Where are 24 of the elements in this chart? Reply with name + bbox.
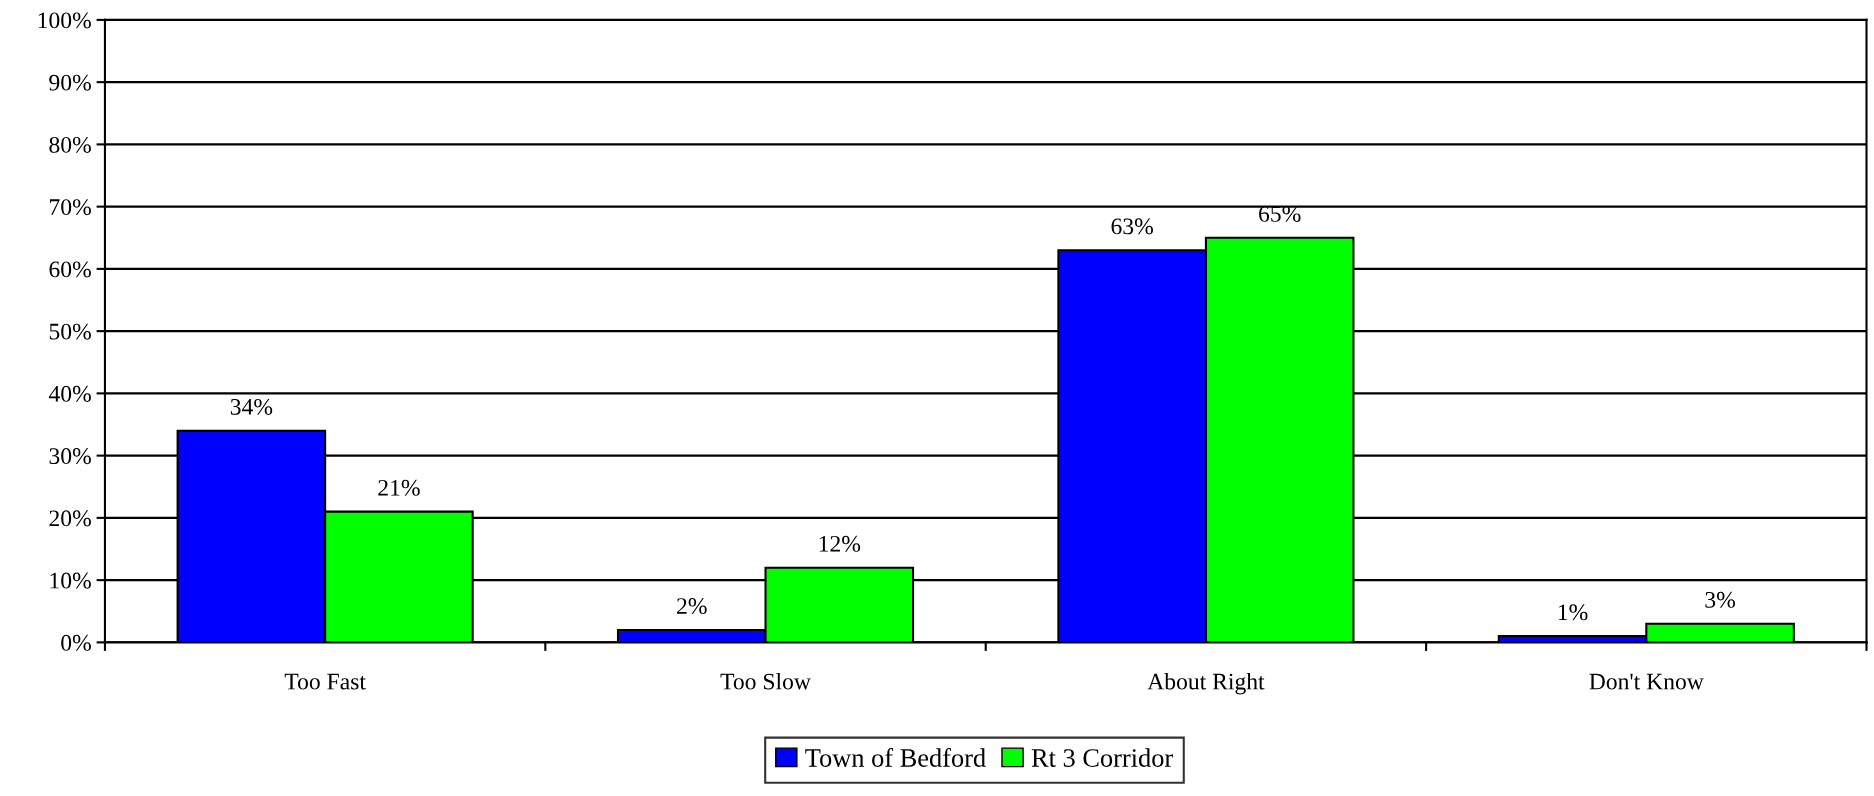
- data-label: 12%: [819, 535, 861, 552]
- data-label: 2%: [677, 598, 707, 615]
- data-label: 34%: [230, 398, 273, 415]
- data-label: 63%: [1111, 218, 1153, 235]
- y-tick-label: 40%: [48, 385, 91, 402]
- y-tick-label: 0%: [61, 634, 91, 651]
- x-tick-label: Too Slow: [720, 672, 811, 690]
- legend-label: Rt 3 Corridor: [1031, 748, 1173, 767]
- y-tick-label: 90%: [49, 74, 91, 91]
- data-label: 1%: [1558, 604, 1588, 621]
- y-tick-label: 50%: [49, 323, 91, 340]
- y-tick-label: 30%: [49, 448, 91, 465]
- y-tick-label: 10%: [50, 572, 91, 589]
- y-tick-label: 80%: [49, 136, 91, 153]
- y-tick-label: 100%: [38, 12, 91, 29]
- y-tick-label: 60%: [49, 261, 91, 278]
- legend-label: Town of Bedford: [805, 748, 986, 767]
- data-label: 21%: [378, 479, 420, 496]
- data-label: 3%: [1705, 591, 1736, 608]
- y-tick-label: 70%: [50, 199, 91, 216]
- x-tick-label: Too Fast: [284, 673, 366, 690]
- y-tick-label: 20%: [49, 510, 91, 527]
- x-tick-label: Don't Know: [1589, 673, 1704, 690]
- x-tick-label: About Right: [1147, 672, 1265, 695]
